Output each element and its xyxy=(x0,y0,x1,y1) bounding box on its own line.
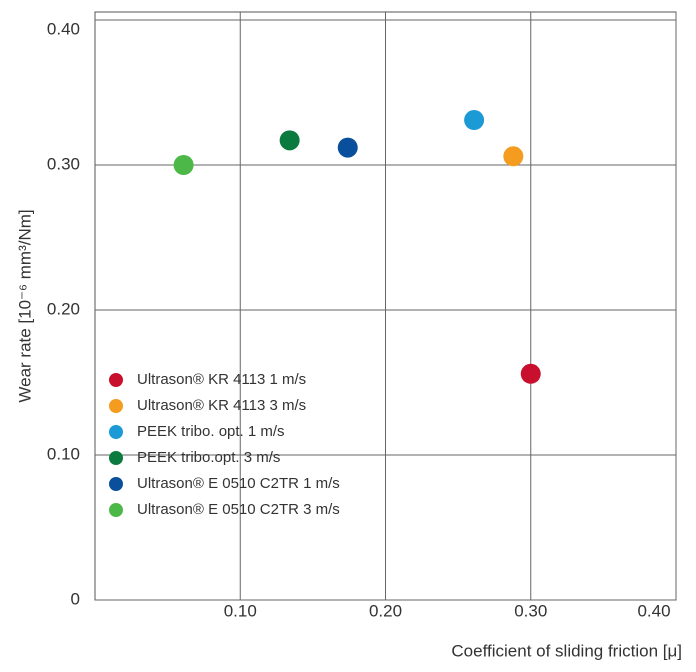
y-tick-label: 0.20 xyxy=(47,299,80,318)
legend-marker xyxy=(109,425,123,439)
legend-label: Ultrason® E 0510 C2TR 1 m/s xyxy=(137,475,340,492)
legend-marker xyxy=(109,373,123,387)
legend-label: Ultrason® KR 4113 1 m/s xyxy=(137,371,306,388)
legend-marker xyxy=(109,451,123,465)
point xyxy=(503,146,524,167)
legend-label: Ultrason® KR 4113 3 m/s xyxy=(137,397,306,414)
y-tick-label: 0.30 xyxy=(47,154,80,173)
point xyxy=(337,137,358,158)
legend-label: PEEK tribo. opt. 1 m/s xyxy=(137,423,285,440)
x-tick-label: 0.10 xyxy=(224,601,257,620)
y-tick-label: 0.40 xyxy=(47,19,80,38)
x-tick-label: 0.30 xyxy=(514,601,547,620)
point xyxy=(173,155,194,175)
point xyxy=(279,130,300,151)
point xyxy=(520,363,541,384)
legend-label: Ultrason® E 0510 C2TR 3 m/s xyxy=(137,501,340,518)
x-tick-label: 0.20 xyxy=(369,601,402,620)
point xyxy=(464,110,485,131)
y-tick-label: 0 xyxy=(71,589,80,608)
y-axis-label: Wear rate [10⁻⁶ mm³/Nm] xyxy=(15,209,34,402)
legend-label: PEEK tribo.opt. 3 m/s xyxy=(137,449,280,466)
legend-marker xyxy=(109,477,123,491)
legend-marker xyxy=(109,503,123,517)
x-axis-label: Coefficient of sliding friction [μ] xyxy=(451,641,682,660)
y-tick-label: 0.10 xyxy=(47,444,80,463)
legend-marker xyxy=(109,399,123,413)
x-tick-label: 0.40 xyxy=(637,601,670,620)
